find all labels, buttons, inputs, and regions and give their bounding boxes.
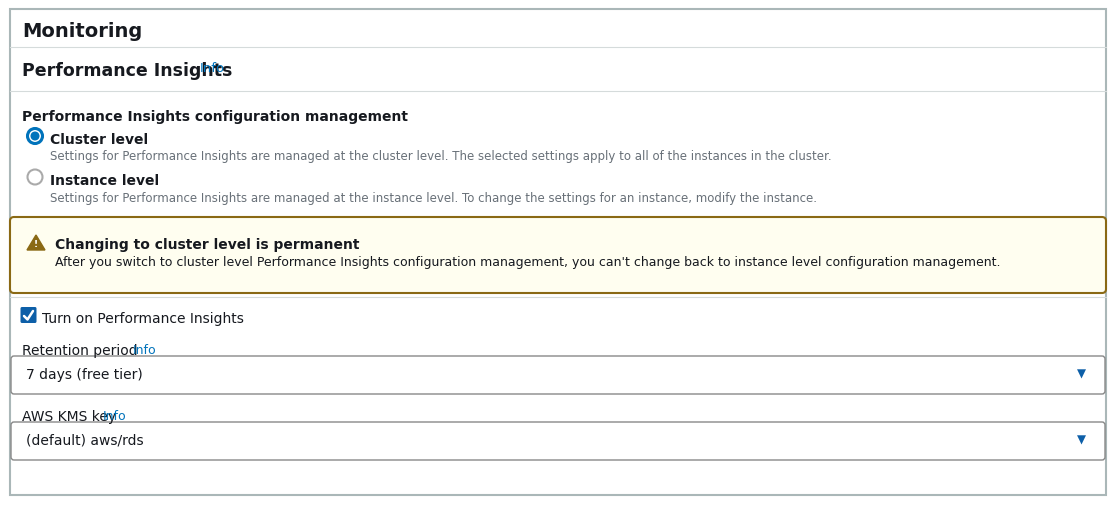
Text: Turn on Performance Insights: Turn on Performance Insights	[42, 312, 244, 325]
FancyBboxPatch shape	[11, 357, 1105, 394]
Text: Performance Insights configuration management: Performance Insights configuration manag…	[22, 110, 408, 124]
Text: (default) aws/rds: (default) aws/rds	[26, 433, 144, 447]
Text: ▼: ▼	[1077, 433, 1086, 446]
FancyBboxPatch shape	[11, 422, 1105, 460]
Text: ▼: ▼	[1077, 367, 1086, 380]
Text: !: !	[33, 239, 38, 248]
Text: Cluster level: Cluster level	[50, 133, 148, 147]
FancyBboxPatch shape	[20, 308, 37, 323]
Polygon shape	[27, 235, 45, 250]
Text: Performance Insights: Performance Insights	[22, 62, 232, 80]
FancyBboxPatch shape	[10, 10, 1106, 495]
Circle shape	[28, 170, 42, 185]
Circle shape	[28, 129, 42, 144]
Text: Settings for Performance Insights are managed at the cluster level. The selected: Settings for Performance Insights are ma…	[50, 149, 831, 163]
Text: Info: Info	[200, 62, 225, 75]
Text: 7 days (free tier): 7 days (free tier)	[26, 367, 143, 381]
Text: Monitoring: Monitoring	[22, 22, 142, 41]
FancyBboxPatch shape	[10, 218, 1106, 293]
Circle shape	[31, 133, 39, 140]
Text: Info: Info	[103, 409, 126, 422]
Text: Instance level: Instance level	[50, 174, 160, 188]
Text: After you switch to cluster level Performance Insights configuration management,: After you switch to cluster level Perfor…	[55, 256, 1001, 269]
Text: Settings for Performance Insights are managed at the instance level. To change t: Settings for Performance Insights are ma…	[50, 191, 817, 205]
Text: Changing to cluster level is permanent: Changing to cluster level is permanent	[55, 237, 359, 251]
Text: AWS KMS key: AWS KMS key	[22, 409, 116, 423]
Text: Retention period: Retention period	[22, 343, 137, 358]
Text: Info: Info	[133, 343, 156, 357]
